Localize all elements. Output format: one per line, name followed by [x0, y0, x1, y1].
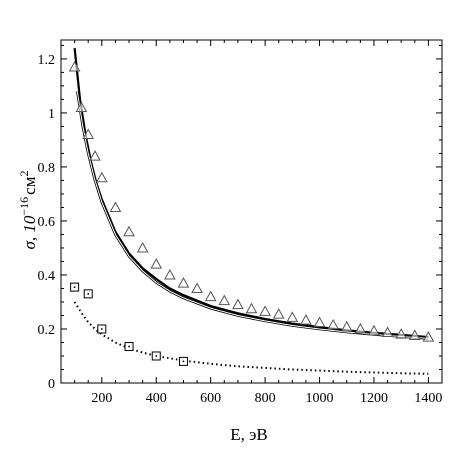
triangle-marker [354, 322, 367, 334]
triangle-marker [204, 290, 217, 302]
series-line-double-outer [76, 91, 429, 340]
triangle-marker [164, 268, 176, 280]
x-tick-label: 1400 [414, 391, 442, 406]
axis-ticks [61, 40, 442, 384]
triangle-marker [313, 316, 326, 328]
triangle-marker [191, 282, 203, 293]
y-tick-label: 0.2 [38, 323, 56, 338]
triangle-marker [300, 314, 312, 325]
y-tick-label: 0.8 [38, 161, 56, 176]
triangle-marker [408, 329, 421, 340]
square-marker-dot [87, 292, 90, 295]
triangle-marker [259, 305, 271, 316]
triangle-marker [75, 101, 88, 113]
y-tick-label: 0 [48, 377, 55, 392]
y-tick-label: 0.6 [38, 215, 56, 230]
series-points [68, 60, 435, 366]
y-axis-title: σ, 10−16 см2 [17, 171, 39, 250]
x-tick-label: 600 [200, 391, 221, 406]
square-marker-dot [73, 286, 76, 289]
triangle-marker [68, 60, 81, 72]
x-axis-title: E, эВ [230, 425, 268, 444]
triangle-marker [177, 277, 190, 288]
triangle-marker [381, 326, 394, 337]
triangle-marker [95, 171, 108, 183]
triangle-marker [272, 308, 285, 319]
triangle-marker [232, 298, 244, 310]
square-marker-dot [182, 360, 185, 363]
triangle-marker [286, 311, 299, 322]
triangle-marker [218, 294, 231, 306]
x-tick-label: 1200 [360, 391, 388, 406]
triangle-marker [327, 318, 339, 330]
triangle-marker [136, 241, 149, 253]
x-tick-label: 200 [91, 391, 112, 406]
square-marker-dot [100, 328, 103, 330]
square-marker-dot [128, 345, 130, 348]
triangle-marker [123, 225, 135, 237]
triangle-marker [82, 128, 95, 140]
y-axis-title-unit-exponent: 2 [17, 171, 31, 177]
y-tick-label: 0.4 [38, 269, 56, 284]
triangle-marker [89, 150, 101, 161]
y-axis-title-main: σ, 10 [20, 215, 39, 249]
x-tick-label: 800 [255, 391, 276, 406]
triangle-marker [395, 328, 408, 339]
triangle-marker [368, 324, 380, 336]
series-line-double-inner [76, 91, 429, 339]
axis-tick-labels: 200 400 600 800 1000 1200 1400 0 0.2 0.4 0.6 0.8 1 1.… [38, 53, 443, 406]
triangle-marker [340, 320, 353, 332]
triangle-marker [422, 331, 435, 342]
series-lines [73, 47, 429, 375]
square-marker-dot [155, 355, 158, 357]
triangle-marker [109, 201, 122, 212]
y-axis-title-exponent: −16 [17, 197, 31, 216]
triangle-marker [245, 302, 258, 314]
x-tick-label: 1000 [306, 391, 334, 406]
y-axis-title-unit: см [20, 176, 39, 195]
series-line-dotted [73, 301, 429, 375]
triangle-marker [150, 258, 163, 269]
y-tick-label: 1 [48, 107, 55, 122]
series-line-solid [73, 47, 429, 339]
x-tick-label: 400 [146, 391, 167, 406]
y-tick-label: 1.2 [38, 53, 56, 68]
